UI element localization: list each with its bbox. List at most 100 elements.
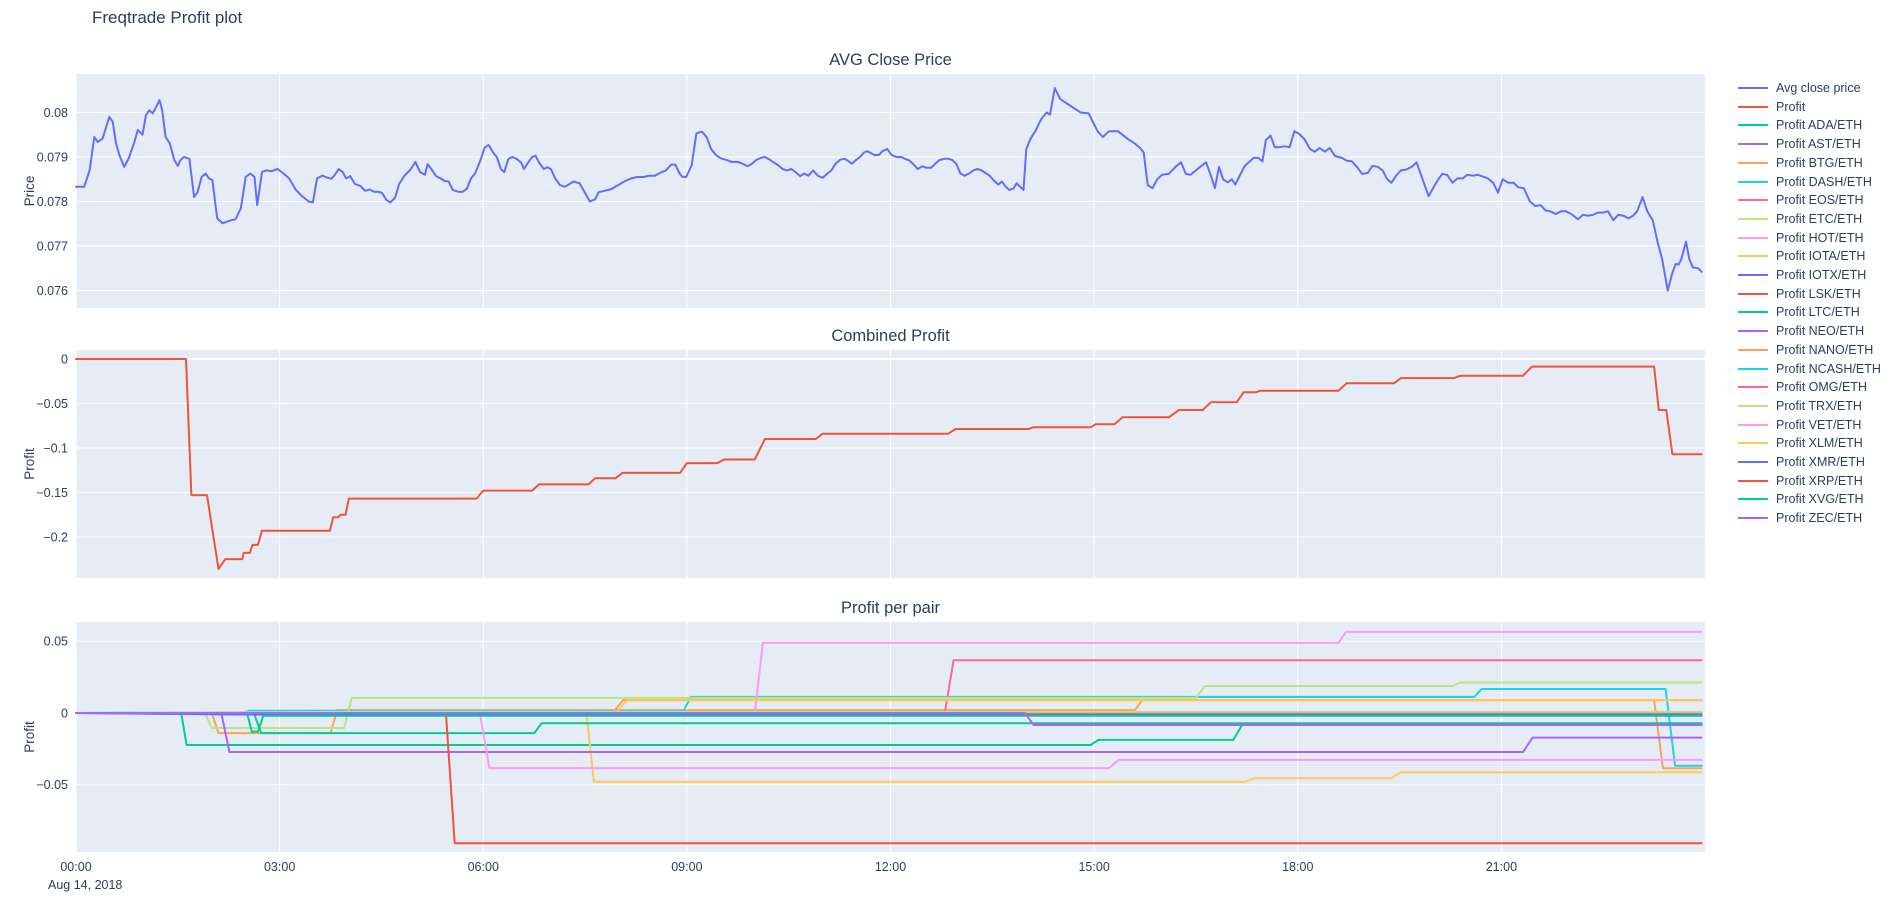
legend-item-label: Profit ZEC/ETH bbox=[1776, 511, 1863, 526]
legend-item-profit-xrp-eth[interactable]: Profit XRP/ETH bbox=[1738, 472, 1863, 490]
subplot-avg-close-price: 0.08 0.079 0.078 0.077 0.076 AVG Close Price P… bbox=[22, 51, 1705, 308]
legend-item-profit-vet-eth[interactable]: Profit VET/ETH bbox=[1738, 416, 1861, 434]
legend-item-label: Profit NEO/ETH bbox=[1776, 324, 1865, 339]
legend-line-swatch bbox=[1738, 143, 1768, 146]
legend-line-swatch bbox=[1738, 255, 1768, 258]
y-tick-label: −0.05 bbox=[36, 778, 68, 792]
x-tick-label: 21:00 bbox=[1486, 860, 1517, 874]
legend-item-label: Profit bbox=[1776, 99, 1806, 114]
legend-line-swatch bbox=[1738, 404, 1768, 407]
series-line-profit-btg-eth bbox=[75, 699, 1703, 770]
legend-item-profit-hot-eth[interactable]: Profit HOT/ETH bbox=[1738, 229, 1864, 247]
legend-item-profit[interactable]: Profit bbox=[1738, 98, 1805, 116]
subplot-title-combined-profit: Combined Profit bbox=[831, 327, 950, 345]
y-tick-label: 0 bbox=[61, 706, 68, 720]
legend-item-label: Profit IOTX/ETH bbox=[1776, 268, 1867, 282]
legend-line-swatch bbox=[1738, 442, 1768, 445]
x-tick-label: 18:00 bbox=[1282, 860, 1313, 874]
legend-line-swatch bbox=[1738, 161, 1768, 164]
page-title: Freqtrade Profit plot bbox=[92, 8, 243, 27]
legend-item-profit-xmr-eth[interactable]: Profit XMR/ETH bbox=[1738, 453, 1865, 471]
y-tick-label: 0.077 bbox=[37, 240, 68, 254]
legend-line-swatch bbox=[1738, 330, 1768, 333]
subplot-profit-per-pair: 0.05 0 −0.05 Profit per pair Profit bbox=[22, 599, 1705, 852]
legend-line-swatch bbox=[1738, 367, 1768, 370]
x-tick-label: 12:00 bbox=[875, 860, 906, 874]
y-tick-label: −0.15 bbox=[36, 486, 68, 500]
subplot-combined-profit: 0 −0.05 −0.1 −0.15 −0.2 Combined Profit Profit bbox=[22, 327, 1705, 578]
legend-line-swatch bbox=[1738, 274, 1768, 276]
legend-line-swatch bbox=[1738, 498, 1768, 501]
legend-item-profit-omg-eth[interactable]: Profit OMG/ETH bbox=[1738, 378, 1867, 396]
legend-item-label: Profit LSK/ETH bbox=[1776, 286, 1861, 301]
legend-item-profit-ncash-eth[interactable]: Profit NCASH/ETH bbox=[1738, 360, 1881, 378]
y-tick-label: −0.05 bbox=[36, 397, 68, 411]
legend-item-profit-eos-eth[interactable]: Profit EOS/ETH bbox=[1738, 191, 1864, 209]
legend-line-swatch bbox=[1738, 386, 1768, 389]
legend-line-swatch bbox=[1738, 199, 1768, 202]
legend-item-label: Profit XRP/ETH bbox=[1776, 473, 1863, 488]
series-line-profit-etc-eth bbox=[75, 681, 1703, 729]
legend-line-swatch bbox=[1738, 124, 1768, 127]
legend-item-profit-iotx-eth[interactable]: Profit IOTX/ETH bbox=[1738, 266, 1866, 284]
subplot-title-avg-close-price: AVG Close Price bbox=[829, 51, 952, 69]
legend-line-swatch bbox=[1738, 479, 1768, 482]
legend-item-profit-ast-eth[interactable]: Profit AST/ETH bbox=[1738, 135, 1861, 153]
y-tick-label: −0.2 bbox=[43, 530, 68, 544]
legend-item-label: Profit IOTA/ETH bbox=[1776, 249, 1866, 264]
x-tick-label: 00:00 bbox=[60, 860, 91, 874]
legend-item-label: Profit OMG/ETH bbox=[1776, 380, 1867, 395]
y-tick-label: 0.079 bbox=[37, 150, 68, 164]
y-tick-label: 0.076 bbox=[37, 284, 68, 298]
y-axis-title-1: Price bbox=[22, 176, 37, 207]
legend-item-profit-ada-eth[interactable]: Profit ADA/ETH bbox=[1738, 116, 1862, 134]
series-line-avg-close-price bbox=[75, 87, 1703, 292]
legend-line-swatch bbox=[1738, 105, 1768, 108]
legend-item-profit-nano-eth[interactable]: Profit NANO/ETH bbox=[1738, 341, 1873, 359]
x-tick-label: 03:00 bbox=[264, 860, 295, 874]
legend-item-profit-btg-eth[interactable]: Profit BTG/ETH bbox=[1738, 154, 1863, 172]
legend-item-label: Avg close price bbox=[1776, 81, 1861, 95]
y-tick-label: 0.078 bbox=[37, 195, 68, 209]
legend-line-swatch bbox=[1738, 517, 1768, 520]
legend-item-label: Profit NANO/ETH bbox=[1776, 342, 1874, 357]
subplot-title-profit-per-pair: Profit per pair bbox=[841, 599, 941, 617]
legend-item-profit-xlm-eth[interactable]: Profit XLM/ETH bbox=[1738, 434, 1863, 452]
legend-item-profit-xvg-eth[interactable]: Profit XVG/ETH bbox=[1738, 490, 1864, 508]
legend-item-label: Profit ETC/ETH bbox=[1776, 211, 1863, 226]
legend-item-profit-dash-eth[interactable]: Profit DASH/ETH bbox=[1738, 173, 1872, 191]
legend-item-label: Profit AST/ETH bbox=[1776, 137, 1861, 152]
legend-line-swatch bbox=[1738, 87, 1768, 89]
legend-line-swatch bbox=[1738, 292, 1768, 295]
x-tick-label: 06:00 bbox=[468, 860, 499, 874]
legend-item-avg-close-price[interactable]: Avg close price bbox=[1738, 79, 1861, 97]
legend-item-label: Profit XMR/ETH bbox=[1776, 455, 1865, 469]
legend-item-profit-trx-eth[interactable]: Profit TRX/ETH bbox=[1738, 397, 1862, 415]
legend-item-profit-neo-eth[interactable]: Profit NEO/ETH bbox=[1738, 322, 1864, 340]
legend-line-swatch bbox=[1738, 311, 1768, 314]
y-axis-title-3: Profit bbox=[22, 721, 37, 753]
x-tick-label: 15:00 bbox=[1078, 860, 1109, 874]
legend-item-label: Profit XLM/ETH bbox=[1776, 436, 1863, 451]
series-line-profit-iota-eth bbox=[75, 712, 1703, 783]
legend-line-swatch bbox=[1738, 236, 1768, 239]
series-line-profit-zec-eth bbox=[75, 712, 1703, 726]
legend-item-label: Profit LTC/ETH bbox=[1776, 305, 1860, 320]
legend-line-swatch bbox=[1738, 348, 1768, 351]
x-axis-date-label: Aug 14, 2018 bbox=[48, 878, 122, 892]
legend-item-label: Profit XVG/ETH bbox=[1776, 492, 1864, 507]
legend-item-profit-zec-eth[interactable]: Profit ZEC/ETH bbox=[1738, 509, 1862, 527]
legend-item-profit-ltc-eth[interactable]: Profit LTC/ETH bbox=[1738, 303, 1860, 321]
legend-item-label: Profit ADA/ETH bbox=[1776, 118, 1863, 133]
legend-line-swatch bbox=[1738, 461, 1768, 463]
legend-item-label: Profit BTG/ETH bbox=[1776, 155, 1863, 170]
legend-line-swatch bbox=[1738, 423, 1768, 426]
legend-item-profit-etc-eth[interactable]: Profit ETC/ETH bbox=[1738, 210, 1862, 228]
series-line-profit bbox=[75, 358, 1703, 570]
legend-item-profit-lsk-eth[interactable]: Profit LSK/ETH bbox=[1738, 285, 1861, 303]
legend-item-profit-iota-eth[interactable]: Profit IOTA/ETH bbox=[1738, 247, 1865, 265]
legend-item-label: Profit HOT/ETH bbox=[1776, 230, 1864, 245]
y-tick-label: −0.1 bbox=[43, 441, 68, 455]
y-tick-label: 0.08 bbox=[44, 106, 68, 120]
